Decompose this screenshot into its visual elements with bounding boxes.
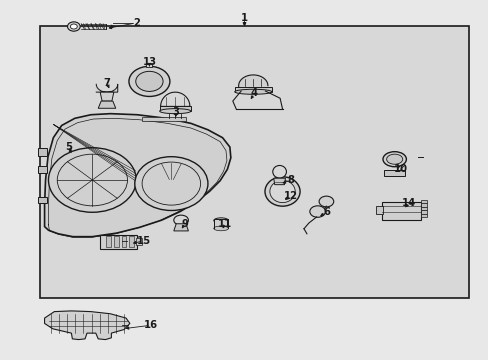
Circle shape	[129, 66, 169, 96]
Bar	[213, 220, 228, 228]
Text: 7: 7	[103, 78, 110, 88]
Circle shape	[319, 196, 333, 207]
Ellipse shape	[213, 218, 228, 223]
Bar	[129, 236, 134, 247]
Polygon shape	[100, 92, 114, 101]
Bar	[234, 87, 271, 92]
Text: 13: 13	[142, 57, 156, 67]
Bar	[420, 211, 426, 214]
Circle shape	[136, 71, 163, 91]
Text: 1: 1	[241, 13, 247, 23]
Bar	[159, 106, 190, 111]
Text: 9: 9	[181, 219, 188, 229]
Text: 10: 10	[393, 164, 407, 174]
Bar	[146, 63, 152, 67]
Circle shape	[67, 22, 80, 31]
Polygon shape	[160, 92, 189, 107]
Ellipse shape	[382, 152, 406, 167]
Circle shape	[57, 154, 127, 206]
Ellipse shape	[234, 89, 271, 94]
Bar	[142, 117, 185, 121]
Ellipse shape	[173, 215, 188, 225]
Bar	[420, 207, 426, 210]
Text: 16: 16	[143, 320, 158, 330]
Bar	[100, 234, 137, 249]
Bar	[136, 238, 142, 245]
Ellipse shape	[159, 109, 190, 114]
Text: 2: 2	[133, 18, 140, 28]
Circle shape	[135, 157, 207, 211]
Ellipse shape	[272, 166, 286, 178]
Bar	[420, 214, 426, 217]
Circle shape	[142, 162, 200, 205]
Bar	[114, 236, 119, 247]
Text: 11: 11	[218, 220, 232, 229]
Text: 5: 5	[65, 142, 72, 152]
Polygon shape	[273, 178, 285, 185]
Text: 15: 15	[136, 236, 150, 246]
Ellipse shape	[213, 226, 228, 231]
Text: 3: 3	[172, 107, 179, 117]
Bar	[38, 166, 47, 173]
Polygon shape	[44, 311, 130, 339]
Text: 14: 14	[401, 198, 416, 208]
Polygon shape	[98, 101, 116, 108]
Polygon shape	[238, 75, 267, 87]
Bar	[375, 206, 383, 214]
Polygon shape	[44, 114, 230, 237]
Bar	[382, 202, 420, 220]
Polygon shape	[173, 224, 188, 231]
Bar	[420, 203, 426, 207]
Ellipse shape	[264, 177, 300, 206]
Polygon shape	[96, 84, 118, 92]
Circle shape	[70, 24, 77, 29]
Text: 8: 8	[287, 175, 294, 185]
Text: 4: 4	[250, 88, 257, 98]
Text: 6: 6	[322, 207, 329, 217]
Bar	[420, 200, 426, 203]
Text: 12: 12	[283, 191, 297, 201]
Bar	[122, 236, 126, 247]
Circle shape	[309, 206, 325, 217]
Ellipse shape	[269, 180, 295, 203]
Bar	[383, 170, 405, 176]
Ellipse shape	[386, 154, 402, 164]
Circle shape	[48, 148, 136, 212]
Bar	[38, 197, 47, 203]
Bar	[106, 236, 111, 247]
Bar	[40, 26, 468, 298]
Bar	[38, 148, 47, 156]
